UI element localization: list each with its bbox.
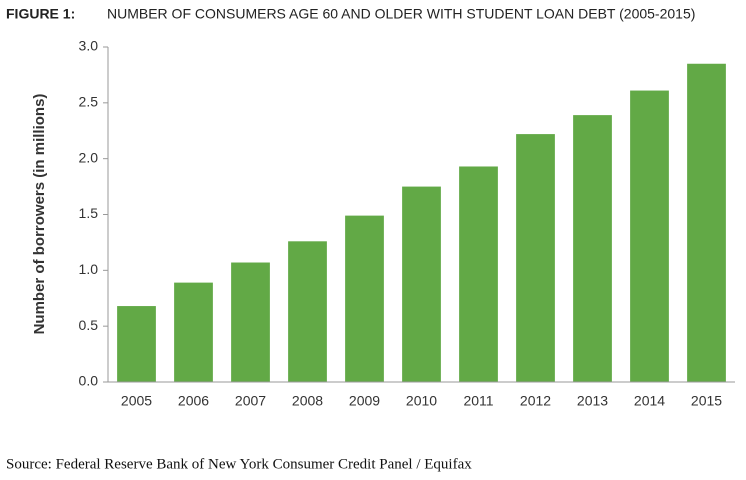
x-tick-label: 2013 [577, 393, 608, 409]
x-tick-label: 2012 [520, 393, 551, 409]
bar [573, 115, 612, 382]
bar [174, 282, 213, 382]
figure-label: FIGURE 1: [6, 6, 75, 22]
y-tick-label: 0.0 [79, 373, 99, 389]
x-tick-label: 2010 [406, 393, 437, 409]
x-tick-label: 2007 [235, 393, 266, 409]
x-tick-label: 2011 [463, 393, 493, 409]
bar [117, 306, 156, 382]
x-tick-label: 2005 [121, 393, 152, 409]
x-tick-label: 2014 [634, 393, 665, 409]
source-note: Source: Federal Reserve Bank of New York… [6, 456, 472, 472]
bar [288, 241, 327, 382]
y-tick-label: 2.0 [79, 149, 99, 165]
x-tick-label: 2008 [292, 393, 323, 409]
bar [459, 166, 498, 382]
bar [231, 262, 270, 382]
bar [687, 63, 726, 382]
y-tick-label: 1.0 [79, 261, 99, 277]
x-tick-label: 2006 [178, 393, 209, 409]
y-tick-label: 3.0 [79, 38, 99, 54]
bar [345, 215, 384, 382]
y-tick-label: 2.5 [79, 94, 99, 110]
x-tick-label: 2009 [349, 393, 380, 409]
y-tick-label: 1.5 [79, 205, 99, 221]
bar [630, 90, 669, 383]
x-tick-label: 2015 [691, 393, 722, 409]
y-axis-label: Number of borrowers (in millions) [31, 94, 48, 335]
y-tick-label: 0.5 [79, 317, 99, 333]
chart-title: NUMBER OF CONSUMERS AGE 60 AND OLDER WIT… [107, 6, 695, 22]
bar [402, 186, 441, 382]
bar [516, 134, 555, 382]
